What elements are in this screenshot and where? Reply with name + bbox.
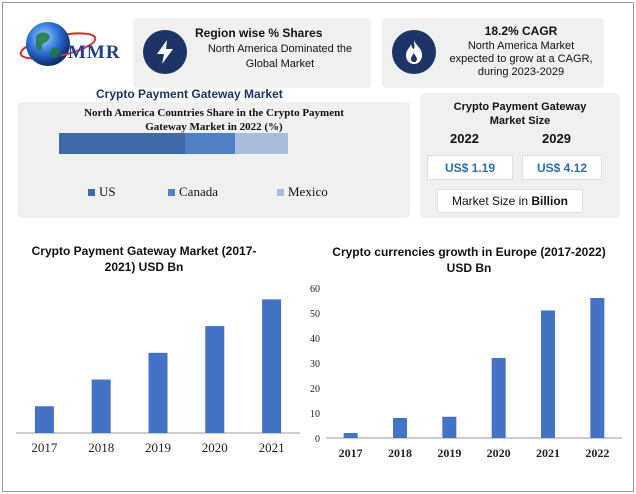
- size-unit-prefix: Market Size in: [451, 194, 532, 208]
- bar-2019: [148, 352, 168, 433]
- x-tick-2021: 2021: [259, 440, 285, 455]
- cagr-card-text-1: North America Market: [467, 40, 575, 52]
- legend-swatch-us: [88, 188, 95, 196]
- size-value-2029: US$ 4.12: [522, 155, 602, 180]
- bar-2021: [541, 310, 555, 438]
- y-tick-60: 60: [310, 284, 320, 295]
- legend-swatch-canada: [168, 188, 175, 196]
- size-value-2022: US$ 1.19: [427, 155, 513, 180]
- logo-text: MMR: [68, 42, 121, 63]
- left-chart-title-1: Crypto Payment Gateway Market (2017-: [31, 244, 257, 258]
- x-tick-2020: 2020: [202, 440, 228, 455]
- stacked-share-bar: [59, 133, 288, 154]
- right-chart-title-1: Crypto currencies growth in Europe (2017…: [332, 245, 606, 259]
- bar-2020: [491, 358, 506, 438]
- left-chart-title-2: 2021) USD Bn: [104, 260, 184, 274]
- bar-2021: [262, 299, 282, 433]
- legend-mexico: Mexico: [277, 184, 328, 200]
- bar-2018: [393, 418, 407, 438]
- bar-2022: [590, 298, 605, 438]
- x-tick-2018: 2018: [88, 440, 114, 455]
- share-chart-title-1: North America Countries Share in the Cry…: [84, 107, 344, 119]
- bar-segment-us: [59, 133, 185, 154]
- x-tick-2018: 2018: [388, 446, 412, 460]
- legend-us: US: [88, 184, 116, 200]
- legend-label-canada: Canada: [179, 184, 218, 199]
- legend-label-us: US: [99, 184, 116, 199]
- region-card-title: Region wise % Shares: [195, 26, 323, 40]
- size-year-2022: 2022: [450, 131, 479, 146]
- country-share-card: North America Countries Share in the Cry…: [18, 102, 410, 218]
- right-chart-title-2: USD Bn: [446, 261, 492, 275]
- legend-swatch-mexico: [277, 188, 284, 196]
- region-card-text-2: Global Market: [245, 58, 315, 70]
- legend-canada: Canada: [168, 184, 218, 200]
- cagr-card-text-2: expected to grow at a CAGR,: [449, 53, 593, 65]
- cagr-card-text-3: during 2023-2029: [477, 66, 565, 78]
- market-title: Crypto Payment Gateway Market: [96, 87, 283, 101]
- region-card-text-1: North America Dominated the: [207, 43, 353, 55]
- x-tick-2017: 2017: [31, 440, 58, 455]
- cagr-card-title: 18.2% CAGR: [484, 24, 558, 38]
- bar-segment-mexico: [235, 133, 288, 154]
- y-tick-40: 40: [310, 334, 320, 345]
- globe-icon: [19, 22, 97, 66]
- x-tick-2019: 2019: [437, 446, 461, 460]
- y-tick-20: 20: [310, 384, 320, 395]
- lightning-icon: [143, 30, 187, 74]
- mmr-logo: MMR: [18, 14, 130, 84]
- size-card-title-2: Market Size: [489, 115, 551, 127]
- size-unit-footer: Market Size in Billion: [437, 189, 583, 213]
- flame-icon: [392, 30, 436, 74]
- size-unit-bold: Billion: [531, 194, 569, 208]
- region-share-card: Region wise % Shares North America Domin…: [133, 18, 371, 88]
- bar-segment-canada: [184, 133, 236, 154]
- x-tick-2022: 2022: [585, 446, 609, 460]
- bar-2017: [34, 406, 54, 433]
- bar-2020: [205, 326, 225, 433]
- y-tick-0: 0: [315, 434, 320, 445]
- y-tick-50: 50: [310, 309, 320, 320]
- y-tick-30: 30: [310, 359, 320, 370]
- size-year-2029: 2029: [542, 131, 571, 146]
- share-chart-title-2: Gateway Market in 2022 (%): [145, 121, 283, 133]
- x-tick-2021: 2021: [536, 446, 560, 460]
- market-growth-bar-chart: 2017 2018 2019 2020 2021: [16, 299, 300, 455]
- market-size-card: Crypto Payment Gateway Market Size 2022 …: [420, 93, 620, 218]
- bar-2017: [343, 433, 358, 438]
- legend-label-mexico: Mexico: [288, 184, 328, 199]
- y-tick-10: 10: [310, 409, 320, 420]
- bar-2018: [91, 379, 111, 433]
- bar-2019: [442, 416, 457, 438]
- europe-crypto-bar-chart: 0 10 20 30 40 50 60 2017 2018 2019 2020 2021 2022: [310, 284, 622, 460]
- cagr-card: 18.2% CAGR North America Market expected…: [382, 18, 604, 88]
- x-tick-2019: 2019: [145, 440, 171, 455]
- x-tick-2017: 2017: [339, 446, 363, 460]
- size-card-title-1: Crypto Payment Gateway: [453, 101, 587, 113]
- x-tick-2020: 2020: [487, 446, 511, 460]
